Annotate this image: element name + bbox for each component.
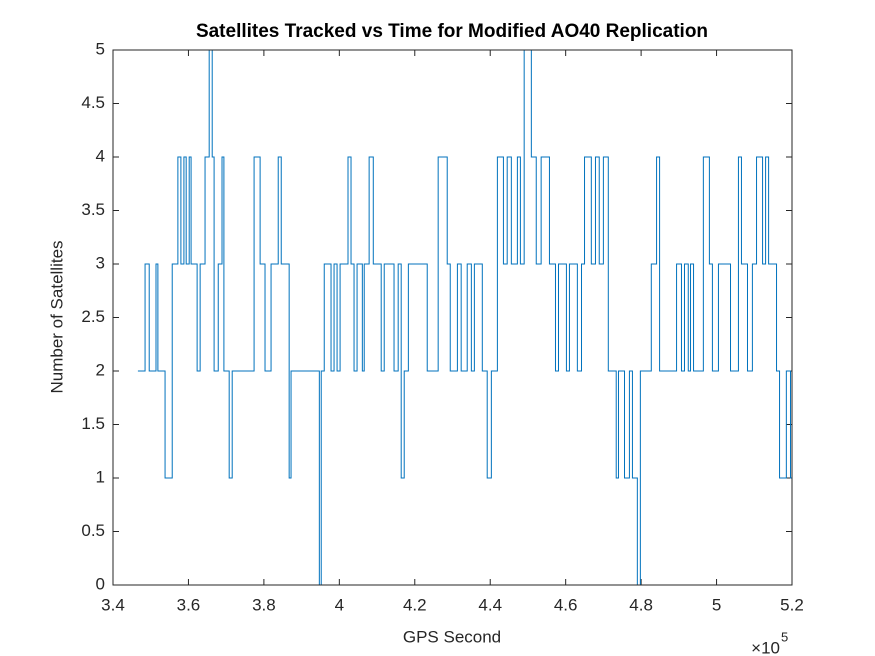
x-tick-label: 3.4 bbox=[101, 595, 125, 614]
y-tick-label: 1 bbox=[96, 467, 105, 486]
y-axis-label: Number of Satellites bbox=[47, 240, 66, 393]
x-tick-label: 4.6 bbox=[554, 595, 578, 614]
x-tick-label: 5.2 bbox=[780, 595, 804, 614]
x-tick-label: 4.8 bbox=[629, 595, 653, 614]
x-tick-label: 4.2 bbox=[403, 595, 427, 614]
y-tick-label: 2.5 bbox=[81, 307, 105, 326]
y-tick-label: 0.5 bbox=[81, 521, 105, 540]
y-tick-label: 0 bbox=[96, 574, 105, 593]
y-tick-label: 3.5 bbox=[81, 200, 105, 219]
y-tick-label: 3 bbox=[96, 253, 105, 272]
y-tick-label: 1.5 bbox=[81, 414, 105, 433]
x-tick-label: 4 bbox=[335, 595, 344, 614]
x-tick-label: 5 bbox=[712, 595, 721, 614]
y-tick-label: 5 bbox=[96, 39, 105, 58]
x-tick-label: 3.8 bbox=[252, 595, 276, 614]
stairs-line bbox=[137, 49, 792, 586]
y-tick-label: 2 bbox=[96, 360, 105, 379]
x-exponent: 5 bbox=[781, 629, 788, 644]
x-exponent-base: ×10 bbox=[751, 638, 780, 656]
x-tick-label: 4.4 bbox=[478, 595, 502, 614]
y-tick-label: 4 bbox=[96, 146, 105, 165]
x-tick-label: 3.6 bbox=[177, 595, 201, 614]
chart-title: Satellites Tracked vs Time for Modified … bbox=[196, 21, 708, 42]
x-axis-label: GPS Second bbox=[403, 627, 501, 646]
y-tick-label: 4.5 bbox=[81, 93, 105, 112]
plot-frame bbox=[112, 49, 793, 586]
